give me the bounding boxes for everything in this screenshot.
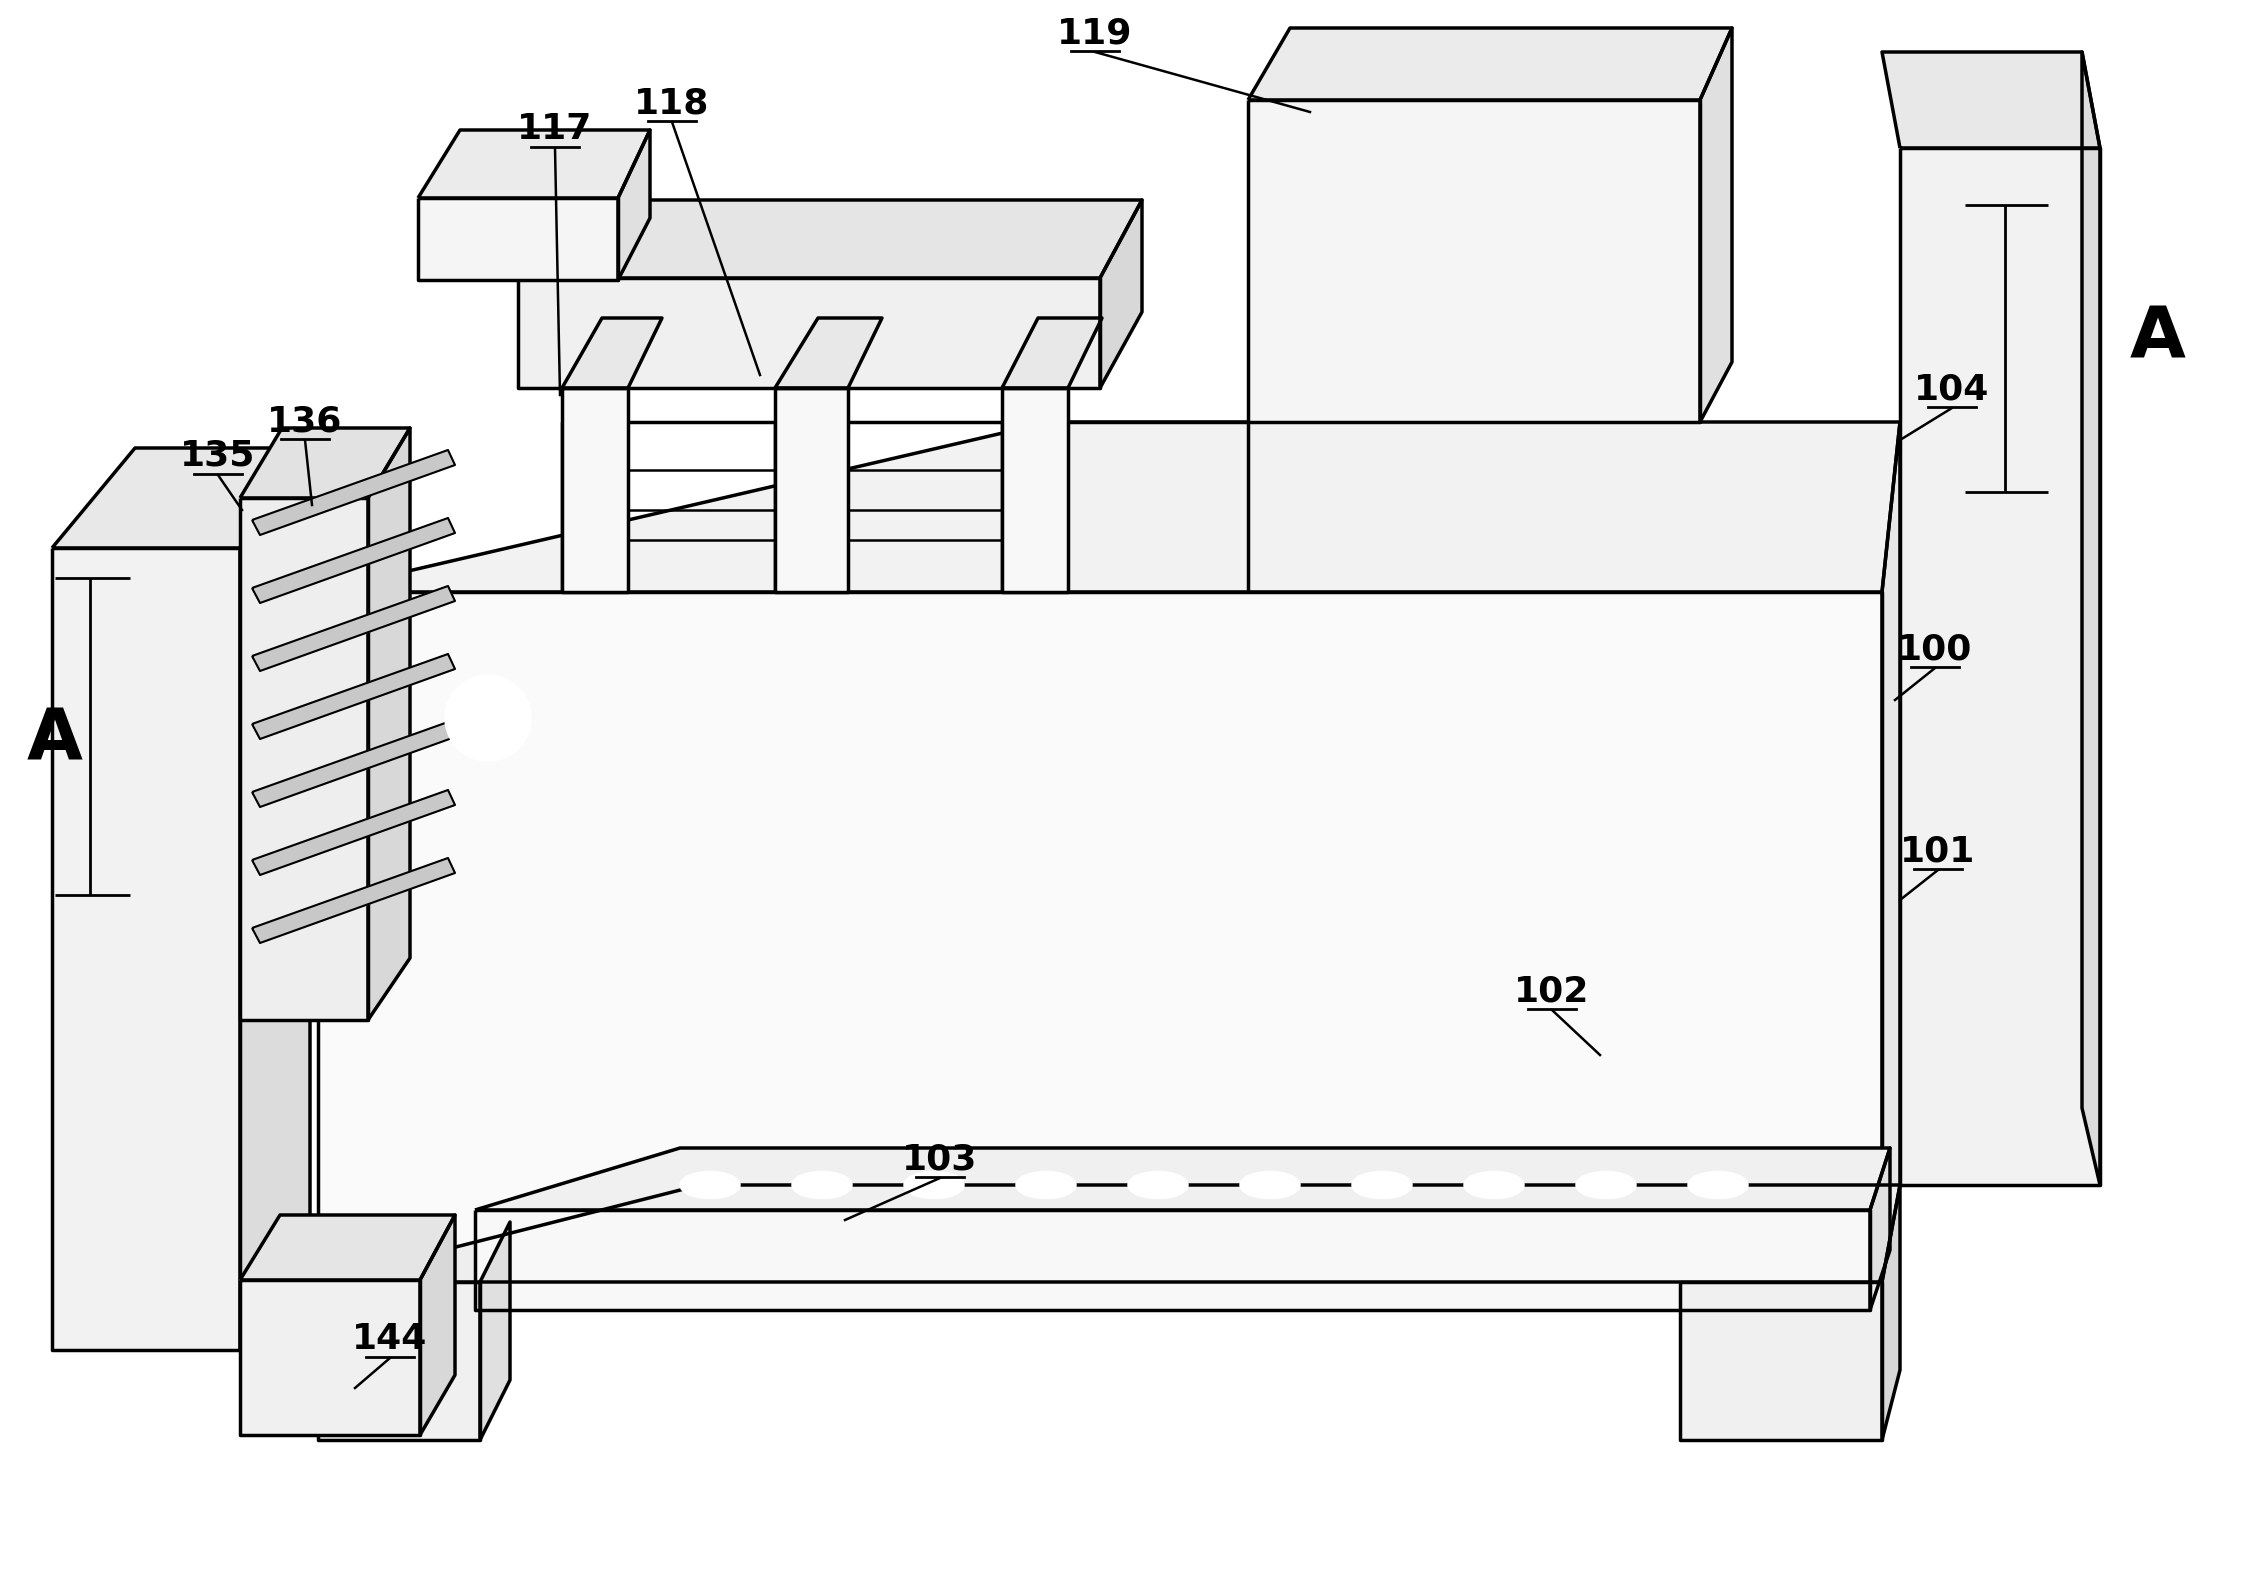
Text: A: A — [2130, 304, 2186, 373]
Polygon shape — [1883, 1186, 1901, 1440]
Polygon shape — [240, 1216, 454, 1281]
Polygon shape — [481, 1222, 510, 1440]
Polygon shape — [775, 318, 883, 387]
Polygon shape — [474, 1209, 1870, 1311]
Polygon shape — [420, 1216, 454, 1436]
Polygon shape — [418, 198, 618, 280]
Polygon shape — [319, 422, 1901, 591]
Polygon shape — [1002, 318, 1101, 387]
Ellipse shape — [1690, 1173, 1746, 1197]
Polygon shape — [1247, 28, 1732, 100]
Ellipse shape — [1465, 1173, 1523, 1197]
Text: 117: 117 — [517, 112, 593, 145]
Polygon shape — [775, 387, 847, 591]
Ellipse shape — [681, 1173, 739, 1197]
Ellipse shape — [1577, 1173, 1636, 1197]
Ellipse shape — [1018, 1173, 1074, 1197]
Polygon shape — [1247, 100, 1701, 422]
Polygon shape — [252, 858, 454, 942]
Circle shape — [470, 700, 506, 737]
Polygon shape — [240, 447, 310, 1350]
Polygon shape — [240, 498, 369, 1020]
Polygon shape — [240, 428, 409, 498]
Polygon shape — [319, 591, 1883, 1282]
Polygon shape — [1101, 201, 1141, 387]
Polygon shape — [252, 519, 454, 602]
Text: 104: 104 — [1914, 372, 1989, 406]
Polygon shape — [1002, 387, 1067, 591]
Polygon shape — [252, 790, 454, 874]
Circle shape — [445, 677, 530, 760]
Ellipse shape — [1240, 1173, 1299, 1197]
Text: 119: 119 — [1058, 16, 1132, 51]
Ellipse shape — [1128, 1173, 1186, 1197]
Polygon shape — [319, 1282, 481, 1440]
Polygon shape — [319, 1186, 1901, 1282]
Polygon shape — [418, 130, 649, 198]
Text: 135: 135 — [180, 440, 256, 473]
Text: 103: 103 — [903, 1141, 977, 1176]
Polygon shape — [1901, 149, 2101, 1186]
Polygon shape — [519, 201, 1141, 278]
Ellipse shape — [793, 1173, 852, 1197]
Text: A: A — [27, 705, 83, 775]
Polygon shape — [2083, 52, 2101, 1186]
Text: 101: 101 — [1901, 835, 1975, 868]
Polygon shape — [618, 130, 649, 280]
Polygon shape — [1870, 1148, 1890, 1311]
Polygon shape — [1681, 1282, 1883, 1440]
Ellipse shape — [906, 1173, 964, 1197]
Polygon shape — [562, 387, 627, 591]
Polygon shape — [474, 1148, 1890, 1209]
Text: 136: 136 — [267, 405, 344, 438]
Polygon shape — [1701, 28, 1732, 422]
Polygon shape — [52, 447, 310, 549]
Polygon shape — [1883, 52, 2101, 149]
Polygon shape — [252, 723, 454, 806]
Polygon shape — [562, 318, 663, 387]
Polygon shape — [52, 549, 240, 1350]
Text: 118: 118 — [634, 85, 710, 120]
Text: 144: 144 — [353, 1322, 427, 1356]
Polygon shape — [252, 587, 454, 670]
Polygon shape — [369, 428, 409, 1020]
Polygon shape — [252, 451, 454, 534]
Ellipse shape — [1353, 1173, 1411, 1197]
Text: 102: 102 — [1514, 974, 1589, 1009]
Polygon shape — [519, 278, 1101, 387]
Text: 100: 100 — [1896, 632, 1973, 666]
Polygon shape — [252, 655, 454, 738]
Polygon shape — [240, 1281, 420, 1436]
Polygon shape — [1883, 422, 1901, 1282]
